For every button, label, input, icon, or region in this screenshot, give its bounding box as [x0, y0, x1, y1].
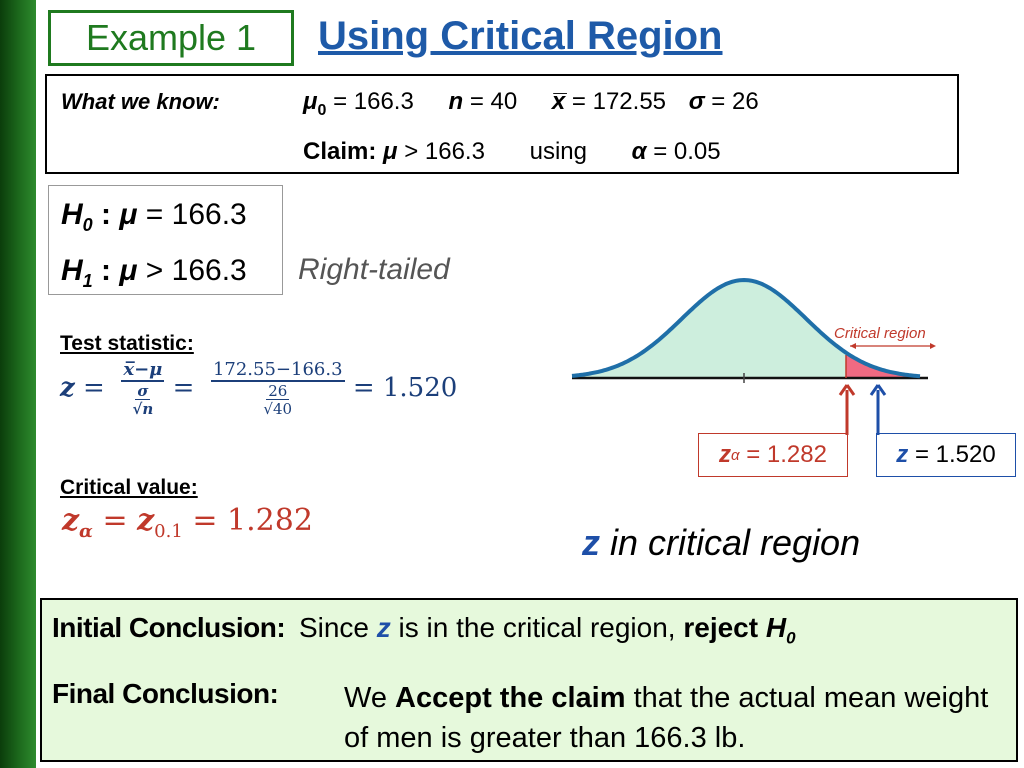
crit-z: z [62, 503, 80, 538]
final-bold: Accept the claim [395, 682, 626, 714]
example-badge-label: Example 1 [85, 17, 257, 58]
h0-separator: : [92, 198, 120, 231]
curve-outline [571, 277, 921, 379]
z-arrow-head [869, 384, 887, 396]
conclusion-box: Initial Conclusion: Since z is in the cr… [40, 598, 1018, 762]
h1-rest: > 166.3 [137, 254, 247, 287]
xbar-symbol: x̅ [551, 88, 566, 115]
sigma-symbol: σ [688, 88, 705, 115]
frac2-numerator: 172.55−166.3 [210, 359, 345, 382]
formula-eq2: = [164, 372, 203, 403]
sigma-value: = 26 [711, 88, 759, 115]
formula-fraction-numeric: 172.55−166.3 26 √40 [210, 359, 345, 418]
final-conclusion-label: Final Conclusion: [52, 678, 279, 710]
initial-conclusion: Initial Conclusion: Since z is in the cr… [52, 612, 796, 649]
initial-conclusion-label: Initial Conclusion: [52, 612, 286, 643]
critical-value-label: Critical value: [60, 476, 198, 499]
zbox-z: z [896, 441, 909, 468]
crit-z2: z [137, 503, 155, 538]
known-row-values: μ0 = 166.3 n = 40 x̅ = 172.55 σ = 26 [303, 88, 759, 120]
za-sub: α [731, 446, 740, 464]
mu0-subscript: 0 [317, 101, 327, 119]
statement-z: z [582, 522, 600, 563]
frac1-den-num: σ [135, 381, 151, 401]
pointer-arrows [838, 384, 887, 435]
formula-z: z [60, 372, 75, 403]
zbox-value: = 1.520 [908, 441, 996, 468]
za-value: = 1.282 [739, 441, 827, 468]
initial-h-sub: 0 [786, 628, 796, 648]
claim-label: Claim: [303, 138, 377, 165]
curve-body-fill [572, 280, 920, 378]
za-z: z [719, 441, 731, 468]
frac2-den-num: 26 [266, 381, 290, 401]
critical-region-arrow-right [930, 343, 936, 349]
null-hypothesis: H0 : μ = 166.3 [61, 198, 247, 236]
z-in-region-statement: z in critical region [582, 522, 860, 564]
crit-result: = 1.282 [182, 503, 313, 538]
tail-type-label: Right-tailed [298, 253, 450, 286]
h1-mu: μ [119, 254, 138, 287]
formula-eq1: = [74, 372, 114, 403]
left-accent-bar [0, 0, 36, 768]
example-badge: Example 1 [48, 10, 294, 66]
frac1-numerator: x̅−μ [121, 359, 165, 382]
h0-mu: μ [119, 198, 138, 231]
initial-text2: is in the critical region, [390, 612, 684, 643]
using-word: using [529, 138, 587, 165]
known-label: What we know: [61, 89, 220, 114]
z-label-box: z = 1.520 [876, 433, 1016, 477]
za-arrow-head [838, 384, 856, 396]
crit-eq: = [92, 503, 138, 538]
frac1-den-den: √n [132, 400, 154, 419]
final-label-text: Final Conclusion: [52, 678, 279, 709]
critical-region-text: Critical region [834, 325, 926, 342]
initial-z: z [376, 612, 391, 643]
normal-curve-diagram: Critical region [571, 277, 936, 383]
formula-fraction-symbolic: x̅−μ σ √n [121, 359, 165, 418]
final-text2: that the actual mean weight of men is gr… [344, 682, 989, 754]
h0-rest: = 166.3 [137, 198, 247, 231]
critical-value-formula: zα = z0.1 = 1.282 [62, 503, 313, 542]
n-value: = 40 [469, 88, 518, 115]
test-statistic-label: Test statistic: [60, 332, 194, 355]
critical-region-fill [846, 352, 920, 378]
initial-bold: reject [683, 612, 766, 643]
frac1-denominator: σ √n [132, 382, 153, 418]
final-text1: We [344, 682, 396, 714]
known-row-claim: Claim: μ > 166.3 using α = 0.05 [303, 138, 721, 166]
claim-mu: μ [383, 138, 398, 165]
formula-result: = 1.520 [344, 372, 458, 403]
mu0-value: = 166.3 [333, 88, 414, 115]
critical-region-arrow-left [850, 343, 856, 349]
page-title: Using Critical Region [318, 14, 723, 58]
mu0-symbol: μ [303, 88, 318, 115]
h1-separator: : [92, 254, 120, 287]
h0-subscript: 0 [82, 215, 93, 235]
claim-value: > 166.3 [404, 138, 485, 165]
crit-alpha-subscript: α [79, 521, 93, 542]
statement-text: in critical region [600, 522, 861, 563]
xbar-value: = 172.55 [571, 88, 667, 115]
known-values-box: What we know: μ0 = 166.3 n = 40 x̅ = 172… [45, 74, 959, 174]
initial-text1: Since [298, 612, 377, 643]
alpha-value: = 0.05 [653, 138, 721, 165]
frac2-den-den: √40 [263, 400, 293, 419]
test-statistic-formula: z = x̅−μ σ √n = 172.55−166.3 26 √40 = 1.… [60, 360, 457, 418]
h1-symbol: H [61, 254, 83, 287]
alpha-symbol: α [631, 138, 647, 165]
final-conclusion-text: We Accept the claim that the actual mean… [344, 678, 1004, 758]
alternative-hypothesis: H1 : μ > 166.3 [61, 254, 247, 292]
h0-symbol: H [61, 198, 83, 231]
n-symbol: n [448, 88, 464, 115]
crit-sub2: 0.1 [154, 521, 183, 542]
frac2-denominator: 26 √40 [263, 382, 292, 418]
hypotheses-box: H0 : μ = 166.3 H1 : μ > 166.3 [48, 185, 283, 295]
initial-h: H [765, 612, 787, 643]
h1-subscript: 1 [82, 271, 93, 291]
